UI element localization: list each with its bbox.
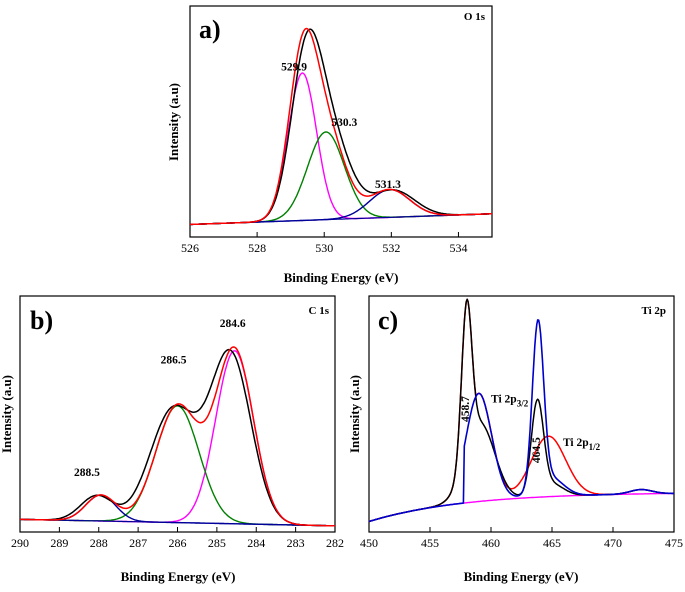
panel-a-o1s: a) O 1s Binding Energy (eV) Intensity (a…	[166, 5, 493, 285]
panel-a-title: O 1s	[464, 11, 486, 23]
orbital-label: Ti 2p1/2	[563, 437, 601, 452]
panel-a-letter: a)	[199, 15, 221, 44]
orbital-label-subscript: 3/2	[517, 399, 529, 409]
x-tick-label: 528	[248, 241, 266, 255]
x-tick-label: 283	[287, 536, 305, 550]
panel-b-x-axis-label: Binding Energy (eV)	[121, 569, 236, 584]
shirley-background-line	[368, 492, 674, 523]
orbital-label-text: Ti 2p	[563, 437, 589, 449]
panel-b-c1s: b) C 1s Binding Energy (eV) Intensity (a…	[0, 295, 344, 584]
x-tick-label: 450	[360, 536, 378, 550]
x-tick-label: 289	[50, 536, 68, 550]
panel-c-ti2p: c) Ti 2p Binding Energy (eV) Intensity (…	[347, 295, 683, 584]
x-tick-label: 470	[604, 536, 622, 550]
panel-c-y-axis-label: Intensity (a.u)	[347, 375, 362, 453]
panel-a-x-axis-label: Binding Energy (eV)	[284, 270, 399, 285]
component-peak-284.6	[20, 350, 335, 527]
panel-c-title: Ti 2p	[641, 305, 666, 317]
panel-c-plot-frame	[368, 295, 675, 533]
panel-b-ticks: 290 289 288 287 286 285 284 283 282	[11, 527, 344, 550]
fit-envelope-line	[20, 346, 335, 527]
peak-label: 286.5	[161, 355, 187, 367]
panel-b-letter: b)	[30, 306, 53, 335]
panel-b-title: C 1s	[309, 305, 330, 317]
x-tick-label: 282	[326, 536, 344, 550]
panel-c-x-axis-label: Binding Energy (eV)	[464, 569, 579, 584]
peak-label: 531.3	[375, 179, 401, 191]
x-tick-label: 285	[208, 536, 226, 550]
x-tick-label: 455	[421, 536, 439, 550]
background-line	[20, 518, 335, 527]
peak-binding-energy-label: 458.7	[460, 396, 472, 422]
panel-a-plot-frame	[189, 5, 493, 238]
x-tick-label: 284	[247, 536, 265, 550]
orbital-label-subscript: 1/2	[589, 442, 601, 452]
x-tick-label: 532	[382, 241, 400, 255]
peak-label: 288.5	[74, 467, 100, 479]
component-peak-530.3	[190, 131, 492, 226]
x-tick-label: 287	[129, 536, 147, 550]
panel-a-ticks: 526 528 530 532 534	[181, 232, 467, 255]
ti-fit-line	[368, 319, 674, 523]
panel-b-annotations: 284.6 286.5 288.5	[74, 318, 246, 479]
peak-label: 284.6	[220, 318, 246, 330]
peak-binding-energy-label: 464.5	[531, 437, 543, 463]
raw-data-line	[20, 348, 335, 527]
peak-label: 530.3	[331, 117, 357, 129]
panel-b-curves	[20, 346, 335, 527]
panel-a-y-axis-label: Intensity (a.u)	[166, 83, 181, 161]
x-tick-label: 288	[90, 536, 108, 550]
raw-data-line	[368, 298, 674, 523]
x-tick-label: 475	[665, 536, 683, 550]
component-peak-286.5	[20, 405, 335, 527]
fit-envelope-line	[368, 298, 674, 523]
panel-c-curves	[368, 298, 674, 523]
panel-b-plot-frame	[19, 295, 336, 533]
orbital-label-text: Ti 2p	[491, 394, 517, 406]
peak-label: 529.9	[281, 62, 307, 74]
x-tick-label: 526	[181, 241, 199, 255]
x-tick-label: 460	[482, 536, 500, 550]
x-tick-label: 530	[315, 241, 333, 255]
x-tick-label: 286	[169, 536, 187, 550]
orbital-label: Ti 2p3/2	[491, 394, 529, 409]
fit-envelope-line	[190, 27, 492, 226]
x-tick-label: 465	[543, 536, 561, 550]
panel-a-curves	[190, 27, 492, 226]
panel-c-ticks: 450 455 460 465 470 475	[360, 527, 683, 550]
x-tick-label: 290	[11, 536, 29, 550]
panel-b-y-axis-label: Intensity (a.u)	[0, 375, 14, 453]
panel-a-annotations: 529.9 530.3 531.3	[281, 62, 401, 192]
x-tick-label: 534	[449, 241, 467, 255]
panel-c-letter: c)	[378, 306, 398, 335]
component-peak-529.9	[190, 72, 492, 226]
